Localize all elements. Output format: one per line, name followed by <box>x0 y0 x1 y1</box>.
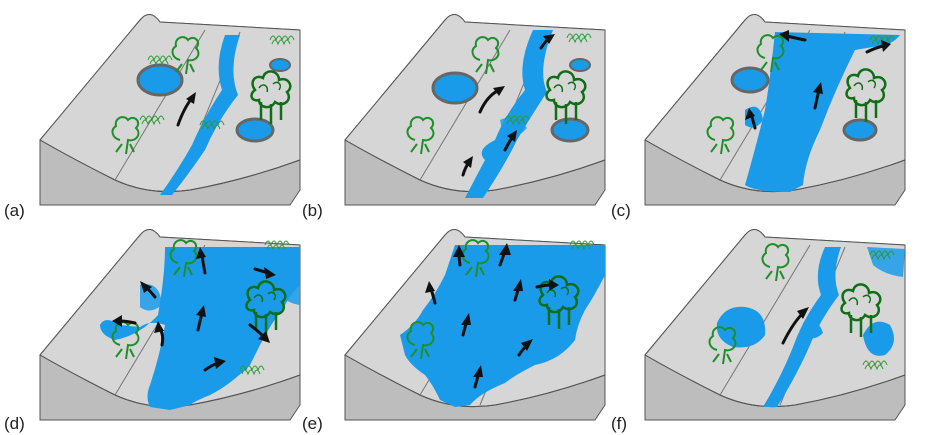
panel-e: (e) <box>302 228 606 433</box>
panel-f: (f) <box>611 228 906 433</box>
residual-pond <box>803 320 823 339</box>
panel-label-a: (a) <box>4 201 25 220</box>
flow-arrow-icon <box>248 323 270 343</box>
panel-label-e: (e) <box>302 414 323 433</box>
panel-c: (c) <box>611 13 906 220</box>
pond <box>136 63 184 97</box>
flow-arrow-icon <box>779 30 807 42</box>
pond <box>569 58 591 72</box>
flow-arrow-icon <box>253 267 276 279</box>
flood-channel <box>745 32 900 192</box>
pond <box>550 117 590 143</box>
pond <box>269 58 291 72</box>
river-channel <box>465 30 553 198</box>
flow-arrow-icon <box>498 243 511 267</box>
panel-label-b: (b) <box>302 201 323 220</box>
flow-arrow-icon <box>513 279 523 302</box>
river-channel <box>160 35 240 195</box>
flow-arrow-icon <box>203 357 226 372</box>
flow-arrow-icon <box>865 40 891 54</box>
flow-arrow-icon <box>176 92 196 127</box>
flow-arrow-icon <box>478 86 505 114</box>
flow-arrow-icon <box>745 108 757 130</box>
flow-arrow-icon <box>196 305 206 332</box>
pond <box>235 117 275 143</box>
flow-arrow-icon <box>196 247 207 275</box>
pond <box>842 118 878 142</box>
river-channel <box>763 247 841 407</box>
panel-label-c: (c) <box>611 201 631 220</box>
panel-d: (d) <box>4 228 301 433</box>
flow-arrow-icon <box>425 281 437 305</box>
flow-arrow-icon <box>473 365 483 389</box>
flow-arrow-icon <box>140 281 157 299</box>
flow-arrow-icon <box>517 339 533 357</box>
panel-a: (a) <box>4 13 301 220</box>
flow-arrow-icon <box>781 307 809 345</box>
flow-arrow-icon <box>154 321 165 347</box>
overflow-patch <box>262 255 300 305</box>
flow-arrow-icon <box>535 279 559 291</box>
flow-arrow-icon <box>813 82 823 110</box>
pond <box>730 66 770 94</box>
flow-arrow-icon <box>539 34 555 50</box>
pond <box>431 71 479 105</box>
flow-arrow-icon <box>112 315 137 327</box>
residual-pond <box>716 306 766 348</box>
flow-arrow-icon <box>461 313 471 337</box>
flow-arrow-icon <box>503 130 517 152</box>
flow-arrow-icon <box>453 245 465 267</box>
flow-arrow-icon <box>461 156 473 177</box>
panel-b: (b) <box>302 13 606 220</box>
panel-label-f: (f) <box>611 414 627 433</box>
panel-label-d: (d) <box>4 414 25 433</box>
